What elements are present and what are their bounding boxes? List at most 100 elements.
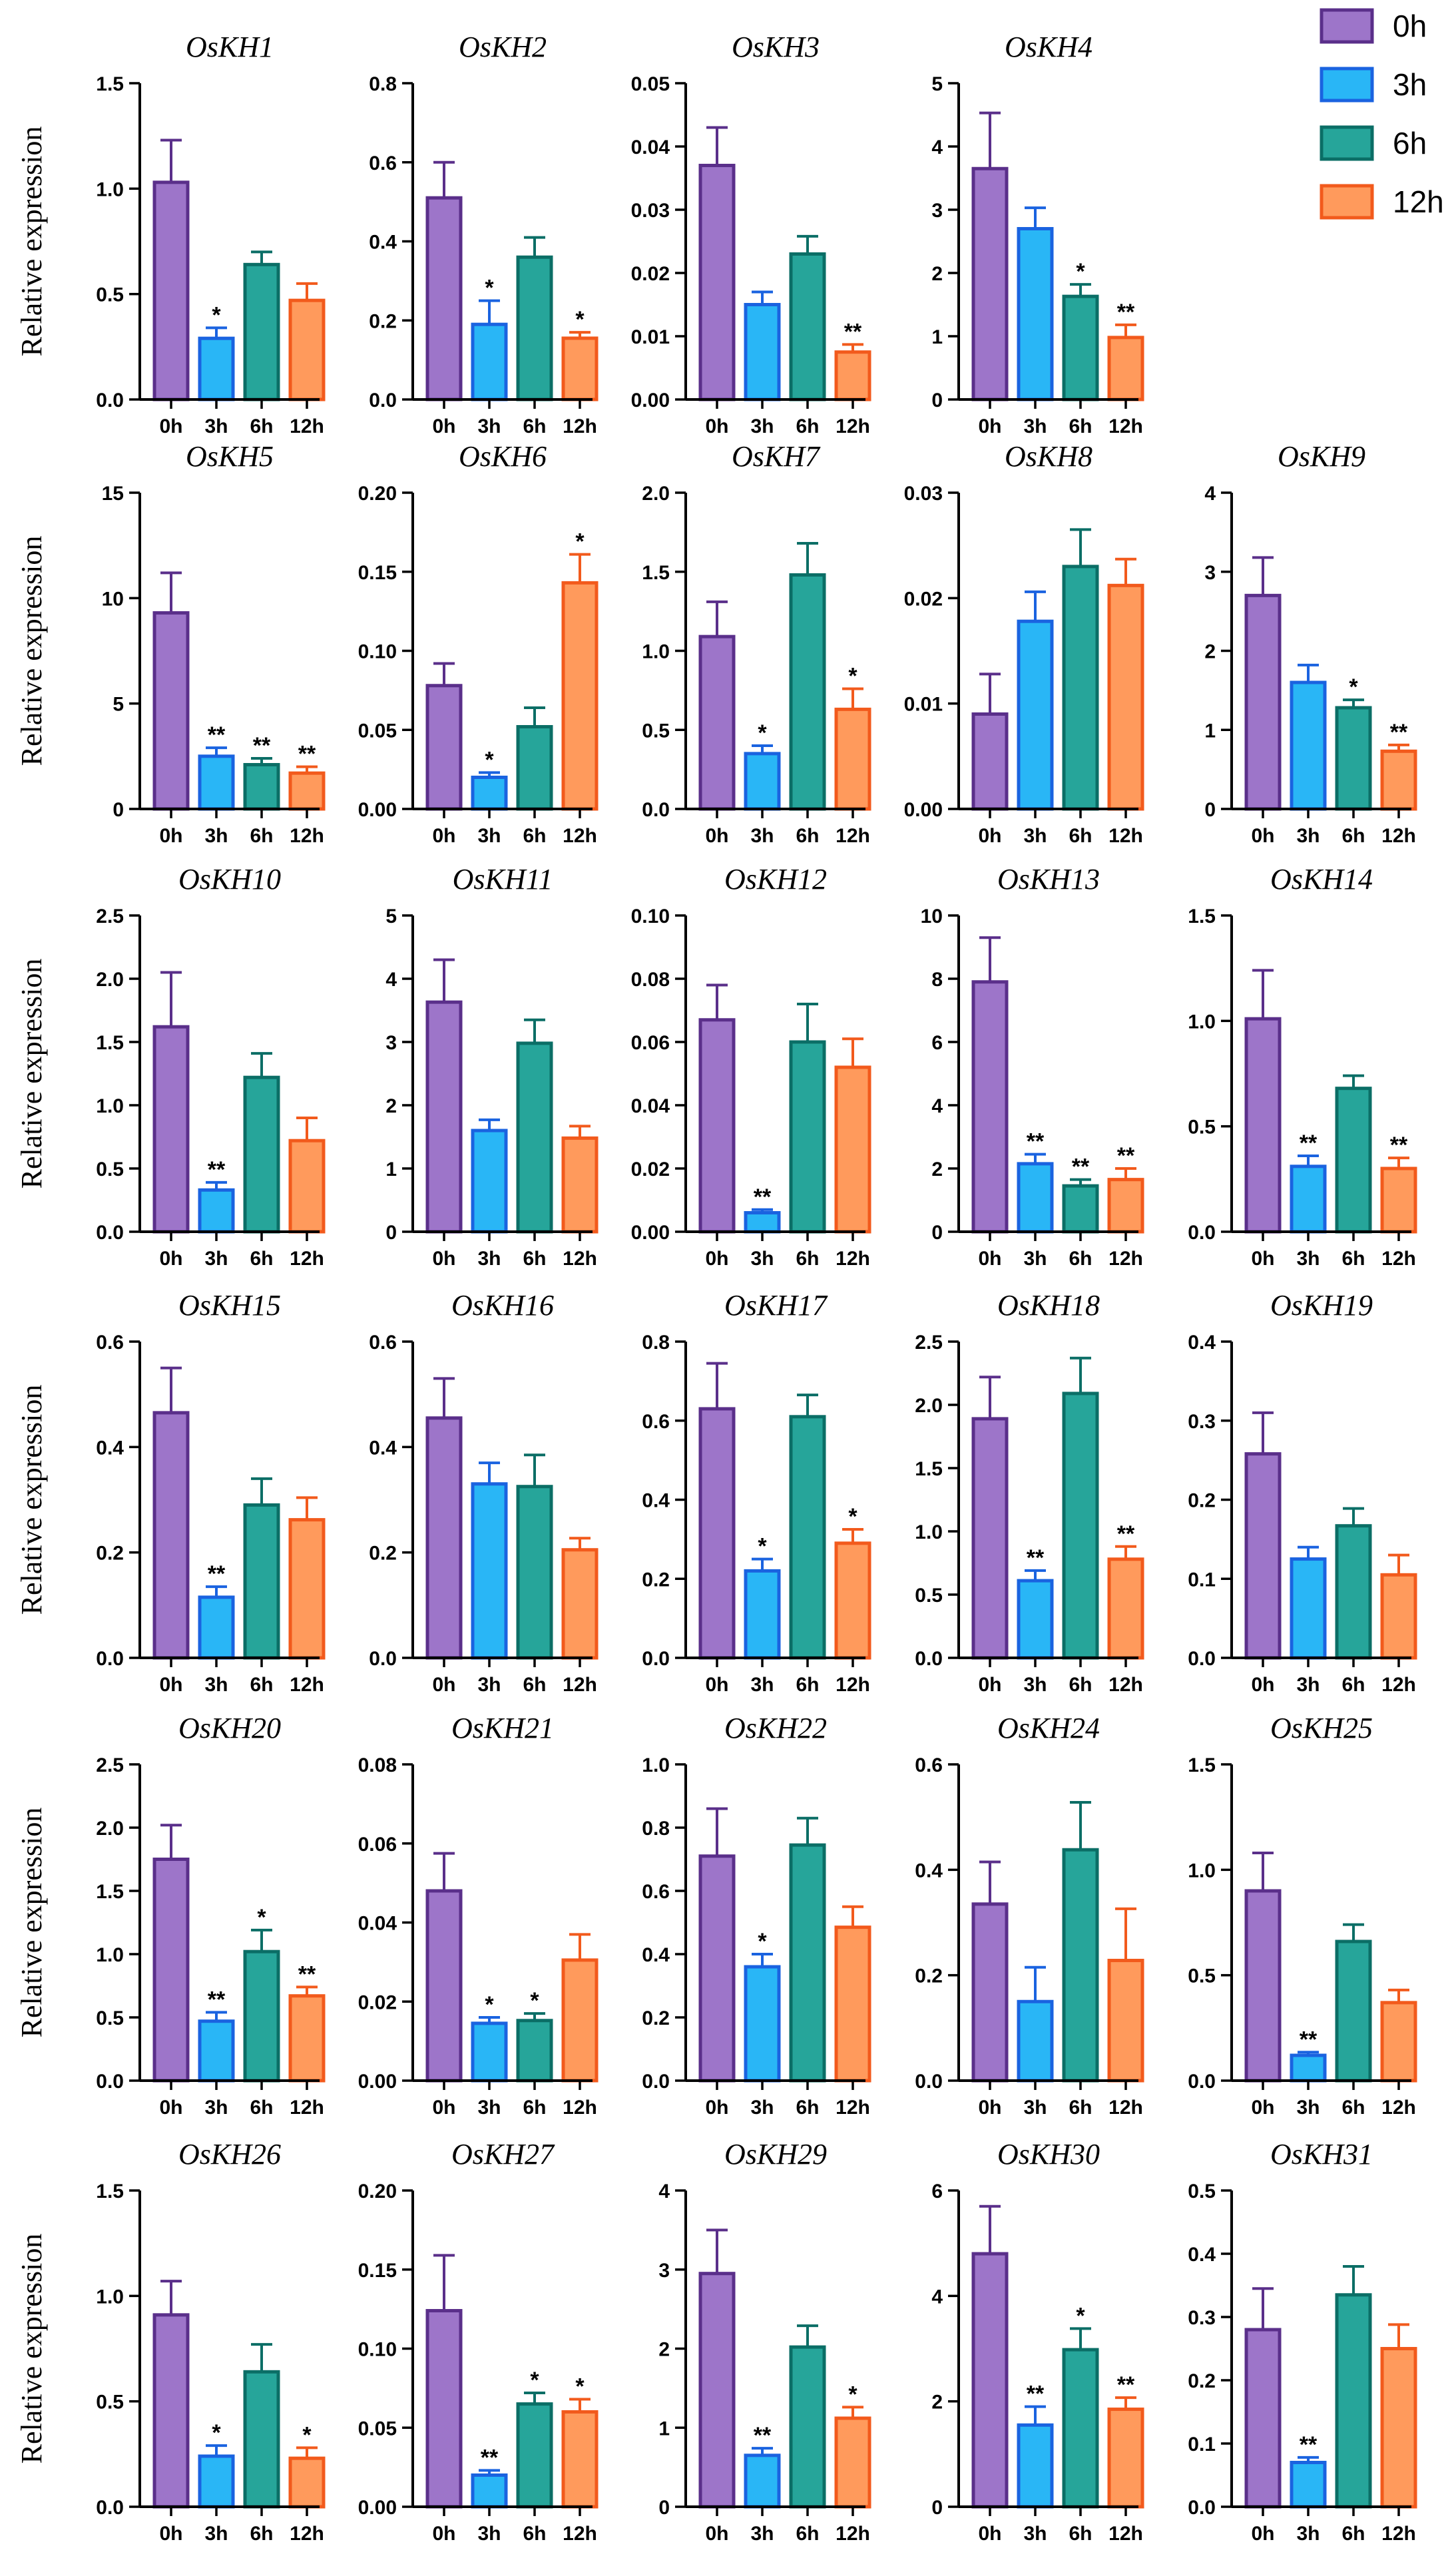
- significance-label: **: [754, 1184, 772, 1210]
- y-tick-label: 0: [931, 389, 943, 411]
- x-tick-label: 12h: [1381, 1674, 1416, 1696]
- x-tick-label: 0h: [978, 2097, 1001, 2119]
- y-tick-label: 0.2: [369, 310, 397, 332]
- x-tick-label: 0h: [705, 2097, 728, 2119]
- y-tick-label: 0.01: [904, 694, 943, 716]
- y-tick-label: 5: [385, 905, 397, 927]
- bar-12h: [1107, 583, 1144, 811]
- x-tick-label: 6h: [250, 825, 273, 847]
- legend-swatch: [1320, 125, 1374, 161]
- bar-12h: [561, 581, 599, 811]
- x-tick-label: 6h: [523, 1674, 546, 1696]
- bar-12h: [834, 2416, 871, 2509]
- y-tick-label: 0.0: [642, 799, 670, 821]
- significance-label: **: [1027, 2382, 1045, 2407]
- y-tick-label: 0.0: [96, 2071, 124, 2093]
- y-tick-label: 0.00: [631, 1222, 670, 1244]
- x-tick-label: 3h: [204, 1248, 228, 1270]
- y-tick-label: 4: [931, 1095, 943, 1117]
- x-tick-label: 12h: [1108, 1248, 1143, 1270]
- bar-12h: [1380, 749, 1417, 811]
- bar-3h: [744, 303, 781, 401]
- x-tick-label: 6h: [250, 1674, 273, 1696]
- y-tick-label: 2.0: [642, 483, 670, 505]
- y-tick-label: 0.0: [96, 2497, 124, 2519]
- bar-3h: [744, 1211, 781, 1234]
- y-tick-label: 0.8: [369, 73, 397, 95]
- x-tick-label: 0h: [159, 2523, 182, 2545]
- y-tick-label: 0.0: [1188, 1648, 1216, 1670]
- bar-12h: [1107, 336, 1144, 401]
- bar-3h: [198, 1188, 235, 1234]
- significance-label: **: [1390, 1133, 1408, 1158]
- chart-title: OsKH25: [1270, 1712, 1373, 1744]
- chart-panel-oskh31: OsKH31 0.0 0.1 0.2 0.3 0.4 0.5 0h ** 3h 6h 12h: [1188, 2138, 1417, 2545]
- bar-12h: [834, 1541, 871, 1660]
- bar-12h: [288, 1139, 326, 1234]
- x-tick-label: 6h: [1069, 2523, 1092, 2545]
- legend-swatch: [1320, 8, 1374, 44]
- x-tick-label: 0h: [159, 825, 182, 847]
- y-tick-label: 0.6: [915, 1754, 943, 1776]
- chart-panel-oskh19: OsKH19 0.0 0.1 0.2 0.3 0.4 0h 3h 6h 12h: [1188, 1289, 1417, 1696]
- y-tick-label: 15: [102, 483, 124, 505]
- y-tick-label: 0.0: [642, 1648, 670, 1670]
- bar-3h: [471, 1129, 508, 1234]
- x-tick-label: 6h: [1069, 415, 1092, 437]
- y-tick-label: 0.6: [642, 1411, 670, 1433]
- y-axis-label: Relative expression: [15, 127, 48, 357]
- y-tick-label: 0.8: [642, 1818, 670, 1840]
- y-tick-label: 0.8: [642, 1332, 670, 1354]
- chart-title: OsKH5: [186, 440, 274, 473]
- bar-0h: [1244, 593, 1282, 811]
- bar-12h: [288, 1994, 326, 2083]
- y-tick-label: 2.0: [96, 969, 124, 991]
- x-tick-label: 0h: [432, 415, 455, 437]
- legend-label: 0h: [1393, 9, 1427, 43]
- chart-panel-oskh4: OsKH4 0 1 2 3 4 5 0h 3h * 6h ** 12h: [931, 31, 1144, 437]
- chart-panel-oskh26: OsKH26 Relative expression 0.0 0.5 1.0 1.5 0h *…: [15, 2138, 326, 2545]
- y-tick-label: 0.6: [369, 152, 397, 174]
- y-tick-label: 2: [931, 263, 943, 285]
- chart-title: OsKH30: [997, 2138, 1100, 2171]
- x-tick-label: 12h: [836, 825, 870, 847]
- bar-6h: [1335, 2293, 1372, 2509]
- legend-item-3h: 3h: [1320, 67, 1427, 103]
- y-tick-label: 0.5: [96, 284, 124, 306]
- x-tick-label: 6h: [250, 2523, 273, 2545]
- chart-panel-oskh20: OsKH20 Relative expression 0.0 0.5 1.0 1.5 2.0…: [15, 1712, 326, 2119]
- x-tick-label: 12h: [290, 825, 324, 847]
- y-tick-label: 4: [658, 2181, 670, 2202]
- bar-12h: [1380, 1573, 1417, 1660]
- y-tick-label: 2.0: [96, 1818, 124, 1840]
- legend-label: 12h: [1393, 184, 1444, 219]
- y-tick-label: 2: [1204, 641, 1216, 663]
- chart-panel-oskh30: OsKH30 0 2 4 6 0h ** 3h * 6h ** 12h: [931, 2138, 1144, 2545]
- y-axis-label: Relative expression: [15, 1808, 48, 2038]
- bar-6h: [1062, 565, 1099, 811]
- chart-panel-oskh13: OsKH13 0 2 4 6 8 10 0h ** 3h ** 6h ** 12h: [921, 863, 1144, 1270]
- chart-panel-oskh17: OsKH17 0.0 0.2 0.4 0.6 0.8 0h * 3h 6h * 12h: [642, 1289, 871, 1696]
- chart-panel-oskh24: OsKH24 0.0 0.2 0.4 0.6 0h 3h 6h 12h: [915, 1712, 1144, 2119]
- x-tick-label: 0h: [978, 825, 1001, 847]
- y-tick-label: 0.4: [915, 1860, 943, 1882]
- x-tick-label: 0h: [159, 1248, 182, 1270]
- bar-6h: [243, 262, 280, 401]
- bar-0h: [698, 635, 736, 811]
- bar-12h: [834, 350, 871, 401]
- significance-label: **: [1390, 720, 1408, 745]
- y-tick-label: 0.2: [642, 2007, 670, 2029]
- bar-6h: [516, 2019, 553, 2083]
- significance-label: **: [208, 722, 226, 748]
- bar-12h: [834, 1065, 871, 1234]
- bar-3h: [1290, 2053, 1327, 2083]
- bar-12h: [834, 1926, 871, 2083]
- x-tick-label: 0h: [432, 2523, 455, 2545]
- bar-3h: [1290, 1164, 1327, 1234]
- bar-6h: [789, 1040, 826, 1234]
- bar-3h: [1290, 680, 1327, 811]
- y-tick-label: 1.0: [96, 1095, 124, 1117]
- chart-title: OsKH6: [459, 440, 547, 473]
- y-tick-label: 2: [385, 1095, 397, 1117]
- y-tick-label: 0.01: [631, 326, 670, 348]
